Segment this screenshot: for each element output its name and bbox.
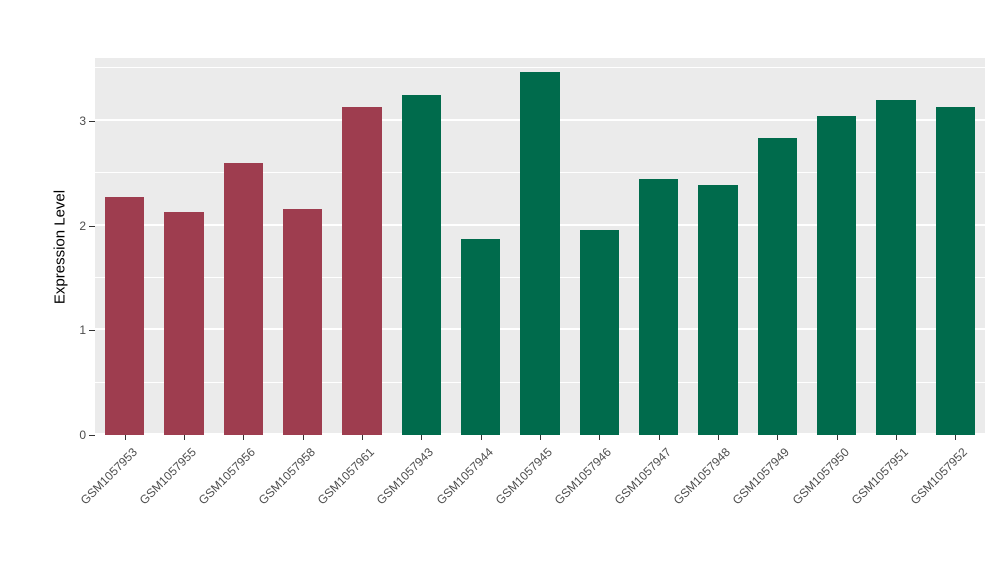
x-tick-mark — [184, 435, 185, 440]
bar-GSM1057949 — [757, 137, 797, 435]
x-tick-label: GSM1057944 — [433, 445, 496, 508]
y-tick-mark — [89, 330, 95, 332]
x-tick-label: GSM1057961 — [314, 445, 377, 508]
x-tick-mark — [599, 435, 601, 440]
x-tick-mark — [955, 435, 957, 440]
y-tick-mark — [89, 225, 95, 227]
x-tick-mark — [718, 435, 719, 440]
x-tick-mark — [124, 435, 126, 440]
x-tick-mark — [540, 435, 541, 440]
bar-GSM1057947 — [639, 179, 679, 435]
bar-GSM1057961 — [342, 107, 382, 435]
x-tick-label: GSM1057943 — [373, 445, 437, 508]
x-tick-label: GSM1057953 — [77, 445, 140, 508]
x-tick-mark — [658, 435, 660, 440]
bar-GSM1057948 — [698, 184, 738, 435]
x-tick-label: GSM1057948 — [670, 445, 733, 508]
x-tick-label: GSM1057949 — [729, 445, 793, 508]
y-tick-label: 0 — [79, 428, 86, 442]
x-tick-mark — [480, 435, 482, 440]
x-tick-mark — [243, 435, 245, 440]
bar-GSM1057951 — [876, 99, 916, 435]
bar-GSM1057953 — [105, 197, 145, 435]
y-tick-mark — [89, 120, 95, 122]
x-tick-mark — [362, 435, 363, 440]
x-tick-label: GSM1057950 — [789, 445, 852, 508]
y-tick-label: 2 — [79, 218, 86, 233]
x-tick-mark — [777, 435, 779, 440]
bar-GSM1057943 — [401, 94, 441, 435]
bar-GSM1057958 — [283, 208, 323, 435]
x-tick-mark — [836, 435, 838, 440]
x-tick-label: GSM1057955 — [136, 445, 199, 508]
plot-panel — [95, 58, 985, 435]
x-tick-mark — [302, 435, 304, 440]
bar-GSM1057946 — [579, 229, 619, 435]
x-tick-label: GSM1057951 — [848, 445, 911, 508]
x-tick-label: GSM1057952 — [907, 445, 971, 508]
y-tick-label: 1 — [79, 323, 86, 338]
bar-GSM1057945 — [520, 71, 560, 435]
x-tick-label: GSM1057946 — [551, 445, 615, 508]
x-tick-label: GSM1057956 — [195, 445, 259, 508]
x-tick-mark — [896, 435, 897, 440]
bar-GSM1057956 — [223, 162, 263, 435]
x-tick-label: GSM1057947 — [611, 445, 674, 508]
bar-GSM1057952 — [935, 107, 975, 435]
x-tick-label: GSM1057945 — [492, 445, 555, 508]
y-axis-title: Expression Level — [51, 189, 69, 305]
y-tick-mark — [89, 435, 95, 436]
gridline-minor — [95, 67, 985, 69]
y-tick-label: 3 — [79, 113, 86, 128]
x-tick-mark — [421, 435, 423, 440]
x-tick-label: GSM1057958 — [255, 445, 318, 508]
bar-GSM1057955 — [164, 211, 204, 435]
bar-GSM1057950 — [817, 115, 857, 435]
bar-GSM1057944 — [461, 239, 501, 435]
